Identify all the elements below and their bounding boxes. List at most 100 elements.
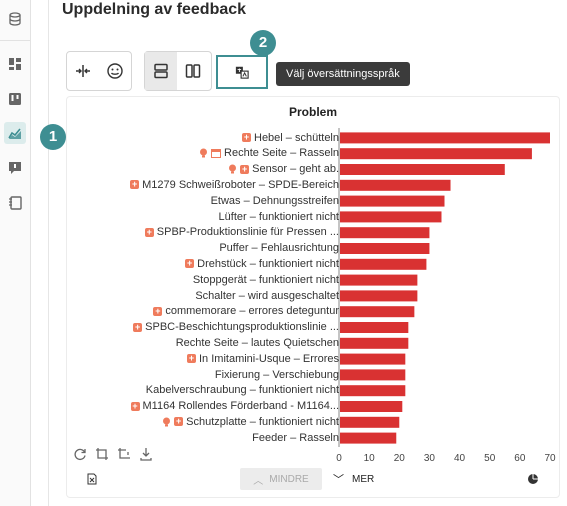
add-icon: + [130,179,140,190]
category-label-row[interactable]: + Sensor – geht ab. [228,161,339,177]
bar[interactable] [340,353,406,365]
stacked-layout-button[interactable] [145,52,177,90]
x-tick-label: 70 [544,453,556,464]
category-label: Etwas – Dehnungsstreifen [210,194,339,207]
category-label-row[interactable]: + commemorare – errores deteguntur [153,303,339,319]
sentiment-button[interactable] [99,52,131,90]
database-icon[interactable] [4,8,26,30]
bar[interactable] [340,337,409,349]
bar[interactable] [340,432,397,444]
category-label: M1279 Schweißroboter – SPDE-Bereich [142,178,339,191]
bar[interactable] [340,369,406,381]
x-tick-label: 20 [394,453,406,464]
split-compare-icon [76,65,90,77]
compare-button[interactable] [67,52,99,90]
category-label-row[interactable]: Fixierung – Verschiebung [215,367,339,383]
category-label: Fixierung – Verschiebung [214,368,339,381]
category-label-row[interactable]: + Drehstück – funktioniert nicht [185,256,339,272]
category-label: Schutzplatte – funktioniert nicht [186,415,339,428]
category-label-row[interactable]: + M1279 Schweißroboter – SPDE-Bereich [130,177,339,193]
step-marker-1: 1 [40,124,66,150]
pie-chart-icon[interactable] [527,473,539,485]
category-label: Lüfter – funktioniert nicht [218,210,339,223]
bar[interactable] [340,385,406,397]
layout-toggle-group [144,51,212,91]
show-more-button[interactable]: ﹀ MER [333,468,393,490]
translate-button[interactable] [216,55,268,89]
side-by-side-layout-button[interactable] [177,52,209,90]
x-tick-label: 30 [424,453,436,464]
bar[interactable] [340,416,400,428]
category-label-row[interactable]: Rechte Seite – Rasseln [199,145,339,161]
analytics-icon[interactable] [4,122,26,144]
view-options-group [66,51,132,91]
x-tick-label: 60 [514,453,526,464]
refresh-icon[interactable] [73,447,87,461]
bar[interactable] [340,164,505,175]
board-icon[interactable] [4,88,26,110]
category-label-row[interactable]: Feeder – Rasseln [252,430,339,446]
bar[interactable] [340,227,430,239]
chevron-down-icon: ﹀ [333,474,344,486]
add-icon: + [242,132,251,142]
chart-tools [73,447,153,461]
bar[interactable] [340,322,409,333]
bar[interactable] [340,243,430,254]
dashboard-icon[interactable] [4,53,26,75]
category-label-row[interactable]: + Hebel – schütteln [242,130,339,146]
bar[interactable] [340,148,532,160]
category-label-row[interactable]: Stoppgerät – funktioniert nicht [193,272,339,288]
category-label-row[interactable]: Etwas – Dehnungsstreifen [211,193,339,209]
download-icon[interactable] [139,447,153,461]
rows-layout-icon [154,63,168,79]
category-label-row[interactable]: + M1164 Rollendes Förderband - M1164... [130,398,339,414]
category-label-row[interactable]: Lüfter – funktioniert nicht [219,209,339,225]
bar[interactable] [340,132,550,144]
bar[interactable] [340,274,418,286]
bar[interactable] [340,195,445,207]
step-marker-2: 2 [250,30,276,56]
category-label-row[interactable]: + SPBC-Beschichtungsproduktionslinie ... [133,319,339,335]
bar[interactable] [340,401,403,412]
feedback-icon[interactable] [4,157,26,179]
x-tick-label: 50 [484,453,496,464]
lightbulb-icon [163,417,171,427]
category-label: SPBP-Produktionslinie für Pressen ... [156,226,339,239]
show-less-button[interactable]: ︿ MINDRE [240,468,322,490]
category-label: Rechte Seite – lautes Quietschen [175,336,339,349]
category-label: Rechte Seite – Rasseln [224,147,339,160]
bar[interactable] [340,306,415,318]
category-label: Drehstück – funktioniert nicht [197,257,339,270]
category-label-row[interactable]: Kabelverschraubung – funktioniert nicht [146,382,339,398]
x-tick-label: 10 [364,453,376,464]
category-label: SPBC-Beschichtungsproduktionslinie ... [145,321,339,334]
crop-icon[interactable] [95,447,109,461]
smiley-icon [107,63,123,79]
category-label: Kabelverschraubung – funktioniert nicht [145,384,339,397]
category-label: Sensor – geht ab. [252,163,339,176]
category-label-row[interactable]: + SPBP-Produktionslinie für Pressen ... [144,224,339,240]
category-label-row[interactable]: Schalter – wird ausgeschaltet [195,288,339,304]
crop-reset-icon[interactable] [117,447,131,461]
category-label-row[interactable]: Rechte Seite – lautes Quietschen [176,335,339,351]
category-label: Stoppgerät – funktioniert nicht [192,273,339,286]
chevron-up-icon: ︿ [253,475,264,487]
bar[interactable] [340,258,427,270]
bar[interactable] [340,211,442,223]
bar[interactable] [340,290,418,302]
bar[interactable] [340,179,451,191]
x-tick-label: 40 [454,453,466,464]
category-label: M1164 Rollendes Förderband - M1164... [142,400,339,413]
show-more-label: MER [352,473,375,485]
notebook-icon[interactable] [4,192,26,214]
chart-card: Problem 0 10 20 30 40 50 60 70 + Hebel – schütte… [66,96,560,498]
chart-title: Problem [288,105,337,119]
add-icon: + [185,258,195,269]
x-tick-label: 0 [336,453,342,464]
category-label-row[interactable]: Puffer – Fehlausrichtung [219,240,339,256]
category-label-row[interactable]: + Schutzplatte – funktioniert nicht [162,414,339,430]
category-label-row[interactable]: + In Imitamini-Usque – Errores [187,351,339,367]
category-label: Hebel – schütteln [254,131,339,144]
excel-export-icon[interactable] [87,473,97,485]
page-title: Uppdelning av feedback [62,1,247,18]
